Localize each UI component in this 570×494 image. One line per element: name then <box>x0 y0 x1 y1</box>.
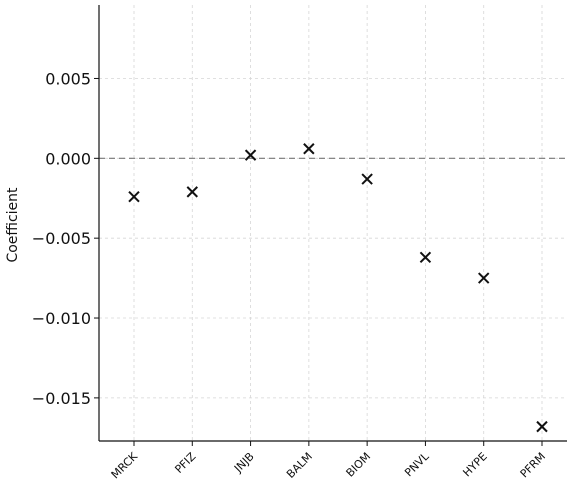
grid-lines <box>99 5 567 441</box>
x-tick-label: HYPE <box>460 450 489 479</box>
y-tick-label: 0.005 <box>45 69 91 88</box>
y-axis-ticks: 0.005 0.000 −0.005 −0.010 −0.015 <box>32 69 99 408</box>
x-axis-ticks: MRCK PFIZ JNJB BALM BIOM PNVL HYPE PFRM <box>109 441 548 481</box>
x-tick-label: JNJB <box>231 450 257 476</box>
x-tick-label: MRCK <box>109 449 141 481</box>
data-point-mrck <box>128 190 140 203</box>
y-tick-label: −0.015 <box>32 389 91 408</box>
x-tick-label: BIOM <box>344 450 374 480</box>
axes <box>98 5 567 442</box>
x-tick-label: BALM <box>284 450 315 481</box>
data-point-biom <box>361 173 373 185</box>
data-point-hype <box>478 272 490 284</box>
x-tick-label: PFIZ <box>172 450 198 476</box>
y-tick-label: −0.005 <box>32 229 91 248</box>
x-tick-label: PFRM <box>518 450 548 480</box>
data-point-pfrm <box>536 420 548 433</box>
y-tick-label: 0.000 <box>45 149 91 168</box>
x-tick-label: PNVL <box>402 449 432 479</box>
data-markers <box>128 143 548 433</box>
data-point-pfiz <box>186 186 198 198</box>
data-point-jnjb <box>244 149 257 161</box>
data-point-balm <box>303 143 315 155</box>
y-tick-label: −0.010 <box>32 309 91 328</box>
data-point-pnvl <box>419 251 432 264</box>
y-axis-label: Coefficient <box>5 187 21 263</box>
